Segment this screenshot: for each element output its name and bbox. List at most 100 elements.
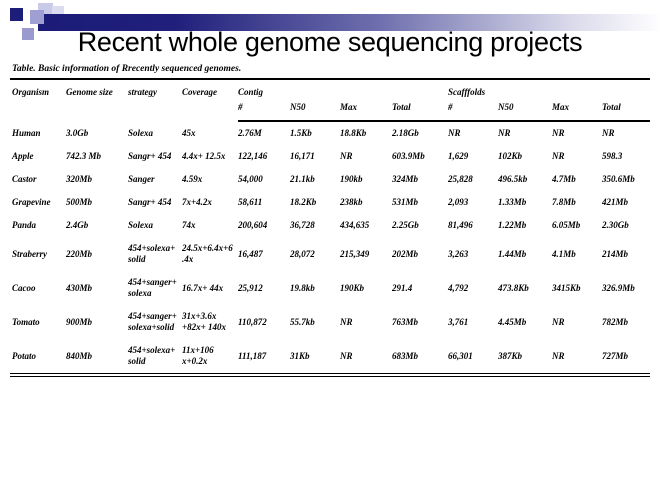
scaffold-max-cell: NR: [552, 316, 565, 327]
scaffold-max-cell: 4.1Mb: [552, 248, 576, 259]
contig-total-cell: 603.9Mb: [392, 151, 425, 161]
col-group-scaffolds: Scafffolds: [448, 87, 486, 97]
col-header-scaffold-count: #: [448, 100, 499, 122]
genome-size-cell: 220Mb: [66, 248, 93, 259]
col-header-strategy: strategy: [128, 87, 157, 97]
coverage-cell: 4.4x+ 12.5x: [182, 151, 226, 161]
organism-cell: Grapevine: [12, 197, 51, 207]
strategy-cell: 454+sanger+solexa: [128, 277, 177, 298]
table-row: Apple 742.3 Mb Sangr+ 454 4.4x+ 12.5x 122,14…: [10, 145, 650, 168]
contig-n50-cell: 36,728: [290, 220, 315, 230]
table-row: Castor 320Mb Sanger 4.59x 54,000 21.1kb 190kb 3…: [10, 168, 650, 191]
organism-cell: Human: [12, 127, 41, 138]
genome-size-cell: 320Mb: [66, 174, 93, 184]
organism-cell: Castor: [12, 174, 37, 184]
col-header-genome-size: Genome size: [66, 87, 113, 97]
scaffold-n50-cell: 102Kb: [498, 151, 523, 161]
scaffold-n50-cell: 1.44Mb: [498, 248, 527, 259]
scaffold-total-cell: 326.9Mb: [602, 282, 635, 293]
deco-square-below-icon: [22, 28, 34, 40]
contig-count-cell: 25,912: [238, 282, 263, 293]
scaffold-max-cell: NR: [552, 350, 565, 361]
coverage-cell: 7x+4.2x: [182, 197, 212, 207]
strategy-cell: Sangr+ 454: [128, 197, 172, 207]
contig-max-cell: 434,635: [340, 220, 370, 230]
strategy-cell: Solexa: [128, 127, 154, 138]
scaffold-total-cell: NR: [602, 128, 615, 138]
col-header-contig-total: Total: [392, 100, 449, 122]
contig-max-cell: NR: [340, 316, 353, 327]
contig-count-cell: 111,187: [238, 350, 267, 361]
scaffold-n50-cell: 473.8Kb: [498, 282, 529, 293]
table-row: Grapevine 500Mb Sangr+ 454 7x+4.2x 58,611 18.…: [10, 191, 650, 214]
table-row: Human 3.0Gb Solexa 45x 2.76M 1.5Kb 18.8Kb 2.18G…: [10, 121, 650, 145]
scaffold-total-cell: 782Mb: [602, 316, 629, 327]
contig-n50-cell: 21.1kb: [290, 174, 315, 184]
contig-n50-cell: 18.2Kb: [290, 197, 317, 207]
organism-cell: Cacoo: [12, 282, 36, 293]
col-header-contig-n50: N50: [290, 100, 340, 122]
col-header-organism: Organism: [12, 87, 50, 97]
scaffold-max-cell: 6.05Mb: [552, 220, 581, 230]
col-group-contig: Contig: [238, 87, 264, 97]
contig-max-cell: NR: [340, 151, 353, 161]
contig-n50-cell: 55.7kb: [290, 316, 315, 327]
contig-count-cell: 110,872: [238, 316, 267, 327]
table-caption: Table. Basic information of Rrecently se…: [12, 64, 242, 74]
organism-cell: Potato: [12, 350, 36, 361]
scaffold-total-cell: 214Mb: [602, 248, 629, 259]
strategy-cell: Sangr+ 454: [128, 151, 172, 161]
header-row-groups: Organism Genome size strategy Coverage C…: [10, 79, 650, 100]
contig-count-cell: 2.76M: [238, 128, 262, 138]
coverage-cell: 16.7x+ 44x: [182, 282, 224, 293]
genome-size-cell: 3.0Gb: [66, 127, 89, 138]
contig-max-cell: NR: [340, 350, 353, 361]
scaffold-total-cell: 727Mb: [602, 350, 629, 361]
genome-size-cell: 900Mb: [66, 316, 93, 327]
contig-count-cell: 200,604: [238, 220, 268, 230]
contig-max-cell: 18.8Kb: [340, 128, 367, 138]
contig-max-cell: 238kb: [340, 197, 363, 207]
scaffold-n50-cell: 1.22Mb: [498, 220, 527, 230]
scaffold-max-cell: NR: [552, 128, 565, 138]
scaffold-count-cell: 1,629: [448, 151, 469, 161]
scaffold-count-cell: 81,496: [448, 220, 473, 230]
col-header-coverage: Coverage: [182, 87, 217, 97]
scaffold-count-cell: 3,761: [448, 316, 469, 327]
scaffold-total-cell: 2.30Gb: [602, 220, 629, 230]
col-header-contig-max: Max: [340, 100, 392, 122]
organism-cell: Straberry: [12, 248, 48, 259]
coverage-cell: 24.5x+6.4x+6.4x: [182, 243, 233, 264]
scaffold-n50-cell: 4.45Mb: [498, 316, 527, 327]
genome-size-cell: 500Mb: [66, 197, 93, 207]
scaffold-total-cell: 598.3: [602, 151, 623, 161]
scaffold-n50-cell: 387Kb: [498, 350, 523, 361]
scaffold-n50-cell: NR: [498, 128, 511, 138]
organism-cell: Panda: [12, 220, 37, 230]
table-body: Human 3.0Gb Solexa 45x 2.76M 1.5Kb 18.8Kb 2.18G…: [10, 121, 650, 375]
contig-count-cell: 54,000: [238, 174, 263, 184]
contig-n50-cell: 1.5Kb: [290, 128, 312, 138]
scaffold-count-cell: 25,828: [448, 174, 473, 184]
contig-max-cell: 190Kb: [340, 282, 365, 293]
coverage-cell: 45x: [182, 127, 196, 138]
strategy-cell: 454+sanger+solexa+solid: [128, 311, 177, 332]
slide-header-decoration: [0, 0, 660, 45]
col-header-contig-count: #: [238, 100, 290, 122]
genome-size-cell: 2.4Gb: [66, 220, 89, 230]
organism-cell: Tomato: [12, 316, 40, 327]
scaffold-count-cell: 2,093: [448, 197, 469, 207]
table-row: Tomato 900Mb 454+sanger+solexa+solid 31x+3.…: [10, 305, 650, 339]
scaffold-max-cell: 4.7Mb: [552, 174, 576, 184]
table-header: Organism Genome size strategy Coverage C…: [10, 79, 651, 122]
strategy-cell: 454+solexa+solid: [128, 345, 176, 366]
genome-table: Organism Genome size strategy Coverage C…: [10, 78, 651, 377]
contig-max-cell: 190kb: [340, 174, 363, 184]
contig-total-cell: 531Mb: [392, 197, 419, 207]
genome-size-cell: 742.3 Mb: [66, 151, 102, 161]
genome-size-cell: 840Mb: [66, 350, 93, 361]
scaffold-count-cell: 66,301: [448, 350, 473, 361]
contig-n50-cell: 19.8kb: [290, 282, 315, 293]
contig-n50-cell: 31Kb: [290, 350, 310, 361]
